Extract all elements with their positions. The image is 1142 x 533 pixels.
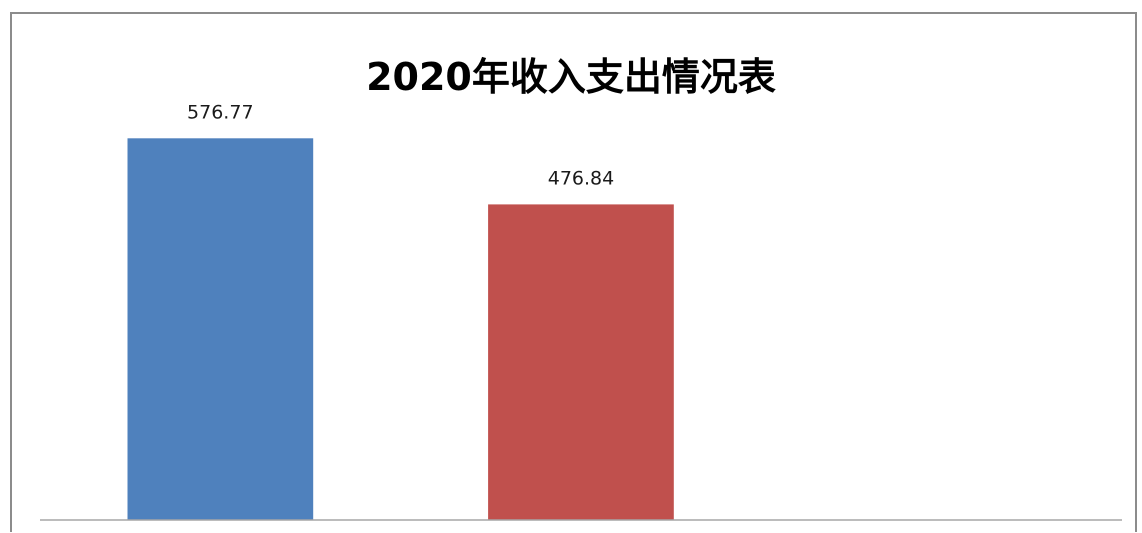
data-label-1: 576.77 [187,101,253,123]
data-label-2: 476.84 [548,167,614,189]
bar-2 [488,204,674,520]
data-label-group: 576.77 476.84 [187,101,614,189]
bar-group [127,138,674,521]
chart-title: 2020年收入支出情况表 [366,55,776,99]
bar-1 [127,138,314,521]
